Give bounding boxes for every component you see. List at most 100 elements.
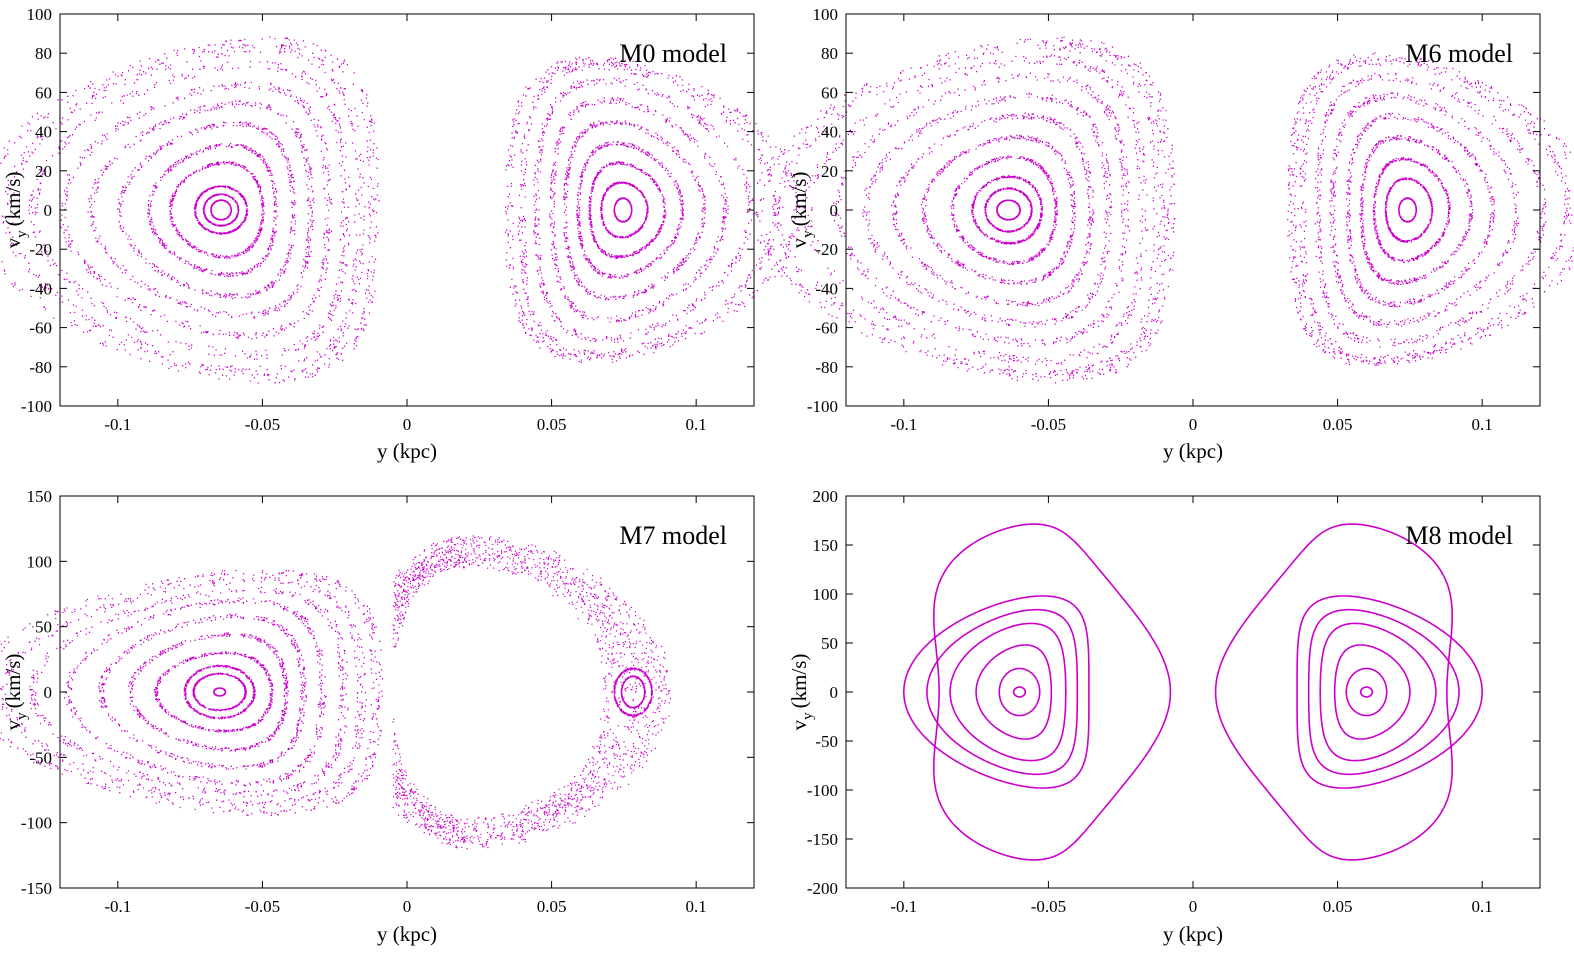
orbit-ring — [213, 687, 227, 697]
x-axis-label: y (kpc) — [377, 439, 437, 463]
x-axis-label: y (kpc) — [377, 922, 437, 946]
orbit-ring — [996, 199, 1021, 221]
x-tick-label: -0.1 — [890, 897, 917, 916]
orbit-ring — [562, 120, 707, 301]
orbit-ring — [29, 586, 349, 798]
y-tick-label: 40 — [35, 123, 52, 142]
orbit-ring — [0, 569, 384, 817]
y-tick-label: 50 — [35, 618, 52, 637]
y-tick-label: 0 — [44, 683, 53, 702]
y-tick-label: 200 — [813, 487, 839, 506]
y-tick-label: -50 — [29, 748, 52, 767]
orbit-ring — [183, 664, 256, 720]
orbit-ring — [117, 121, 297, 300]
x-axis-label: y (kpc) — [1163, 439, 1223, 463]
x-tick-label: 0.05 — [1323, 897, 1353, 916]
y-tick-label: -60 — [815, 319, 838, 338]
orbit-ring — [202, 193, 240, 227]
orbit-ring — [862, 92, 1112, 328]
x-tick-label: -0.05 — [245, 897, 280, 916]
orbit-ring — [576, 140, 684, 279]
point-cloud — [902, 523, 1484, 861]
y-tick-label: 80 — [35, 44, 52, 63]
orbit-curve — [1214, 523, 1453, 861]
y-tick-label: 0 — [830, 683, 839, 702]
y-axis-label-subscript: y — [800, 230, 816, 238]
y-tick-label: -150 — [807, 830, 838, 849]
y-tick-label: -80 — [815, 358, 838, 377]
y-axis-label-unit: (km/s) — [1, 172, 25, 227]
orbit-curve — [902, 595, 1090, 789]
orbit-ring — [168, 161, 265, 259]
y-tick-label: 100 — [27, 5, 53, 24]
y-tick-label: -100 — [21, 397, 52, 416]
y-tick-label: -40 — [815, 279, 838, 298]
y-tick-label: -50 — [815, 732, 838, 751]
orbit-curve — [1319, 622, 1437, 762]
y-tick-label: -100 — [807, 397, 838, 416]
axis-ticks: -0.1 -0.05 0 0.05 0.1 -200 -150 -100 -50 0 50 100 15… — [807, 487, 1540, 916]
y-tick-label: -80 — [29, 358, 52, 377]
x-tick-label: -0.1 — [890, 415, 917, 434]
y-tick-label: 150 — [813, 536, 839, 555]
orbit-curve — [1345, 667, 1388, 717]
orbit-ring — [891, 112, 1095, 307]
orbit-ring — [971, 175, 1044, 245]
orbit-ring — [1287, 52, 1574, 367]
y-axis-label-unit: (km/s) — [787, 654, 811, 709]
y-tick-label: 150 — [27, 487, 53, 506]
orbit-ring — [1372, 157, 1451, 264]
orbit-ring — [0, 576, 367, 809]
orbit-ring — [1314, 72, 1547, 348]
orbit-ring — [147, 142, 278, 278]
y-tick-label: 100 — [813, 585, 839, 604]
x-tick-label: 0.1 — [1472, 897, 1493, 916]
x-tick-label: -0.1 — [104, 897, 131, 916]
orbit-ring — [772, 40, 1166, 380]
orbit-ring — [833, 72, 1131, 347]
orbit-curve — [949, 622, 1067, 762]
orbit-ring — [1329, 92, 1520, 328]
x-tick-label: 0 — [403, 897, 412, 916]
orbit-ring — [193, 185, 249, 235]
orbit-ring — [984, 187, 1033, 233]
y-tick-label: 80 — [821, 44, 838, 63]
y-axis-label: vy (km/s) — [787, 172, 816, 249]
orbit-ring — [1, 44, 366, 377]
y-tick-label: 40 — [821, 123, 838, 142]
orbit-ring — [802, 54, 1149, 366]
orbit-curve — [1333, 644, 1411, 740]
y-tick-label: 20 — [821, 162, 838, 181]
y-tick-label: 60 — [821, 83, 838, 102]
y-axis-label-subscript: y — [14, 712, 30, 720]
y-axis-label-subscript: y — [14, 230, 30, 238]
y-tick-label: 20 — [35, 162, 52, 181]
x-tick-label: 0.1 — [686, 897, 707, 916]
orbit-ring — [950, 155, 1058, 266]
orbit-ring — [1297, 58, 1573, 364]
y-tick-label: 0 — [44, 201, 53, 220]
orbit-curve — [975, 644, 1053, 740]
x-tick-label: -0.05 — [245, 415, 280, 434]
chart-title: M0 model — [619, 39, 727, 68]
orbit-curve — [933, 523, 1172, 861]
orbit-ring — [0, 36, 380, 384]
orbit-ring — [153, 651, 274, 733]
y-tick-label: 50 — [821, 634, 838, 653]
y-axis-label: vy (km/s) — [1, 172, 30, 249]
orbit-ring — [1345, 112, 1495, 308]
orbit-ring — [1384, 177, 1434, 243]
plot-frame — [845, 13, 1541, 407]
orbit-ring — [28, 60, 351, 360]
y-tick-label: -100 — [807, 781, 838, 800]
x-tick-label: 0 — [403, 415, 412, 434]
y-axis-label-symbol: v — [787, 719, 811, 730]
orbit-curve — [1296, 595, 1484, 789]
orbit-ring — [1359, 134, 1474, 286]
y-tick-label: -60 — [29, 319, 52, 338]
orbit-ring — [588, 160, 667, 259]
x-tick-label: 0.05 — [1323, 415, 1353, 434]
orbit-curve — [998, 667, 1041, 717]
y-axis-label: vy (km/s) — [787, 654, 816, 731]
